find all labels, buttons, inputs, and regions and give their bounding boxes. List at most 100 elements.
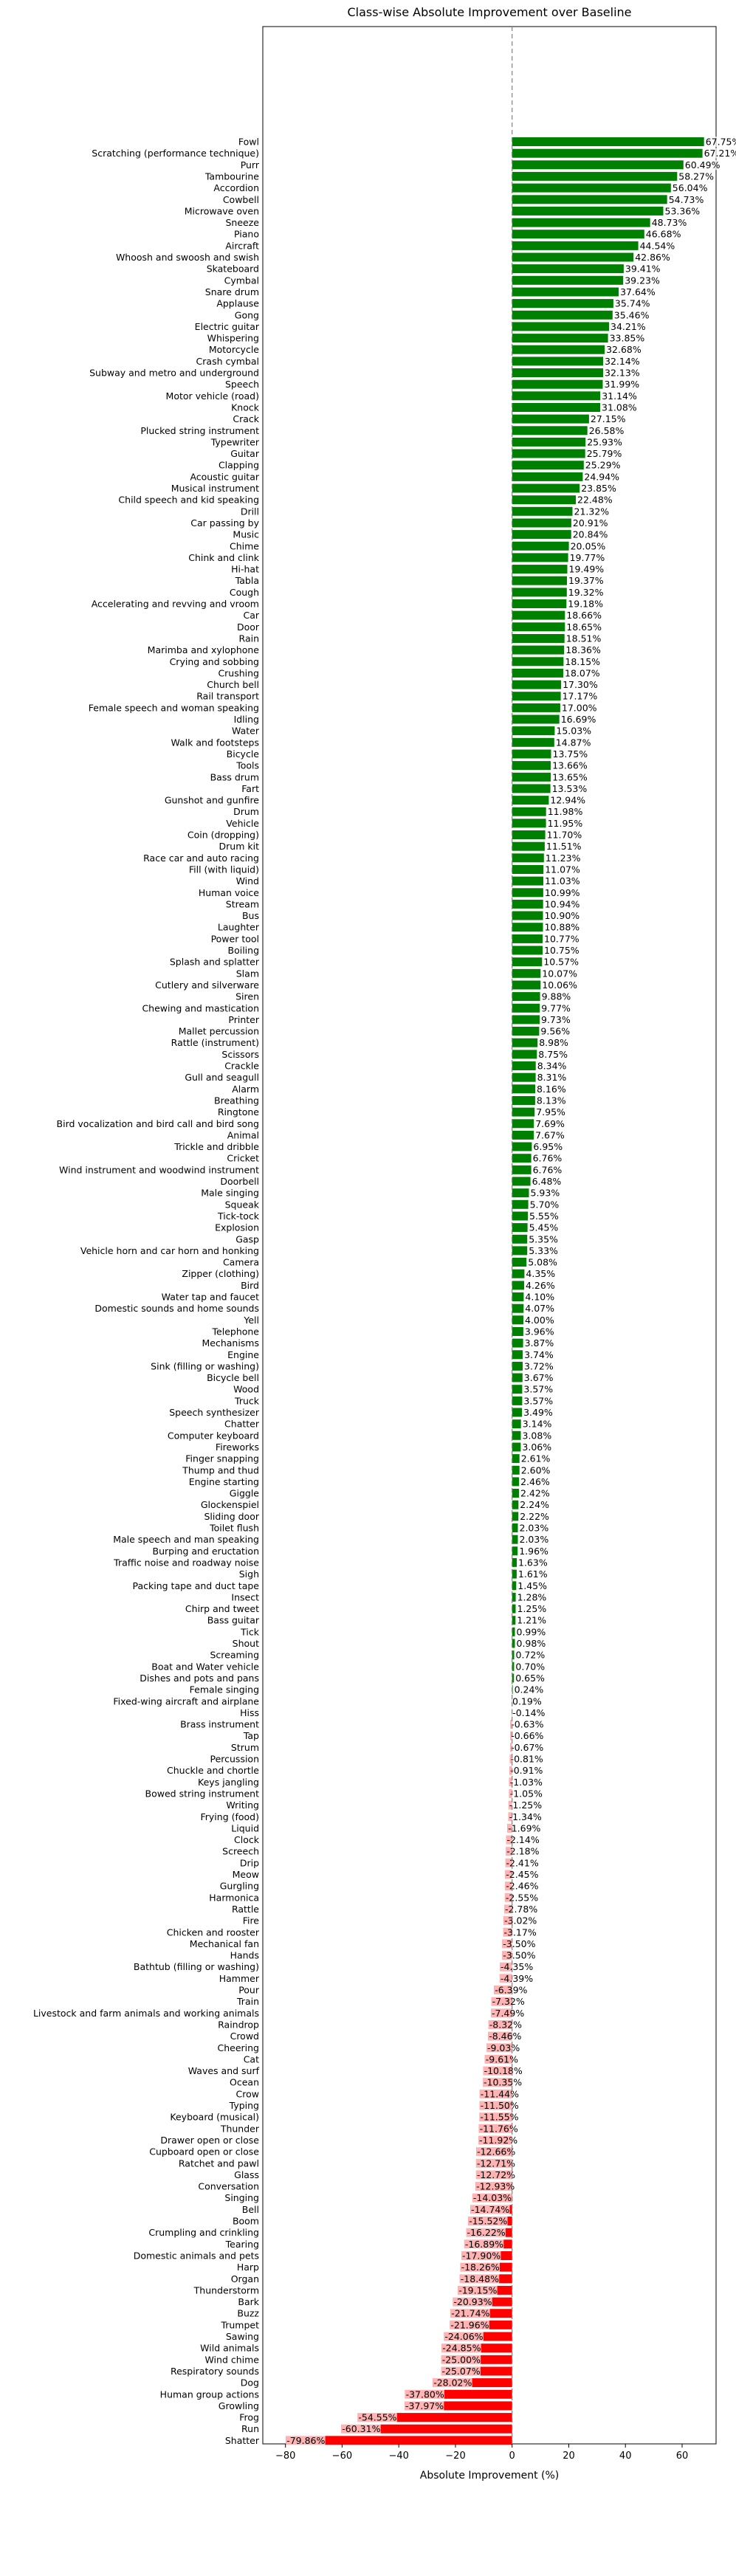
category-label: Wind instrument and woodwind instrument bbox=[59, 1164, 259, 1175]
value-label: -28.02% bbox=[433, 2377, 472, 2389]
value-label-background bbox=[528, 1233, 557, 1244]
value-label-background bbox=[510, 1742, 545, 1753]
value-label-background bbox=[517, 1568, 546, 1580]
bar bbox=[512, 1373, 523, 1382]
value-label-background bbox=[505, 1869, 540, 1880]
value-label-background bbox=[561, 691, 596, 702]
category-label: Fart bbox=[241, 783, 259, 794]
value-label: 1.28% bbox=[517, 1591, 547, 1602]
category-label: Gull and seagull bbox=[185, 1072, 259, 1083]
bar bbox=[512, 1130, 534, 1140]
bar bbox=[512, 1084, 535, 1094]
category-label: Skateboard bbox=[207, 264, 259, 275]
value-label-background bbox=[544, 853, 579, 864]
value-label: -54.55% bbox=[358, 2412, 396, 2423]
bar bbox=[512, 1258, 527, 1267]
bar bbox=[512, 1535, 518, 1544]
category-label: Domestic sounds and home sounds bbox=[94, 1303, 259, 1314]
category-label: Siren bbox=[235, 991, 259, 1002]
value-label-background bbox=[564, 667, 599, 678]
value-label: 33.85% bbox=[610, 333, 645, 344]
value-label-background bbox=[488, 2019, 523, 2030]
category-label: Male speech and man speaking bbox=[113, 1534, 259, 1545]
x-axis-label: Absolute Improvement (%) bbox=[420, 2470, 560, 2482]
bar bbox=[512, 1442, 521, 1452]
value-label-background bbox=[525, 1280, 554, 1291]
value-label: -14.74% bbox=[471, 2204, 509, 2215]
value-label: 2.46% bbox=[520, 1476, 550, 1487]
value-label-background bbox=[543, 945, 578, 956]
value-label: -9.03% bbox=[487, 2042, 520, 2053]
bar bbox=[512, 1557, 517, 1567]
value-label: -14.03% bbox=[473, 2192, 512, 2203]
value-label: 22.48% bbox=[577, 495, 613, 506]
value-label-background bbox=[529, 1199, 558, 1210]
category-label: Sawing bbox=[226, 2331, 259, 2342]
value-label-background bbox=[634, 252, 669, 263]
bar bbox=[512, 1142, 532, 1151]
value-label-background bbox=[516, 1603, 546, 1614]
category-label: Fowl bbox=[238, 137, 259, 148]
category-label: Screech bbox=[222, 1846, 259, 1857]
bar bbox=[512, 1072, 536, 1082]
value-label: 19.77% bbox=[570, 552, 605, 563]
bar bbox=[512, 1454, 520, 1464]
value-label-background bbox=[506, 1834, 540, 1845]
value-label-background bbox=[517, 1580, 546, 1591]
bar bbox=[512, 275, 624, 285]
value-label: -18.48% bbox=[461, 2273, 499, 2284]
category-label: Bass drum bbox=[210, 771, 259, 782]
bar bbox=[512, 1199, 529, 1209]
category-label: Camera bbox=[223, 1257, 259, 1268]
bar bbox=[512, 1027, 540, 1036]
value-label-background bbox=[573, 506, 608, 517]
category-label: Fill (with liquid) bbox=[189, 864, 259, 875]
bar bbox=[512, 530, 571, 540]
value-label: -11.44% bbox=[481, 2088, 519, 2099]
bar bbox=[512, 772, 551, 782]
value-label-background bbox=[532, 1164, 561, 1175]
value-label-background bbox=[468, 2216, 508, 2226]
category-label: Sigh bbox=[239, 1568, 259, 1580]
bar bbox=[512, 1616, 516, 1625]
value-label-background bbox=[519, 1499, 548, 1510]
value-label: -37.80% bbox=[406, 2389, 444, 2400]
category-label: Telephone bbox=[212, 1326, 260, 1337]
value-label: 0.98% bbox=[517, 1638, 546, 1649]
value-label: 7.69% bbox=[535, 1118, 565, 1129]
value-label-background bbox=[644, 229, 679, 240]
category-label: Mallet percussion bbox=[179, 1026, 259, 1037]
value-label: 42.86% bbox=[635, 252, 670, 263]
category-label: Thunder bbox=[220, 2123, 260, 2134]
bar bbox=[512, 1269, 525, 1278]
value-label-background bbox=[476, 2146, 516, 2157]
bar bbox=[512, 1650, 515, 1660]
value-label: -0.66% bbox=[511, 1730, 543, 1741]
x-tick-label: 60 bbox=[676, 2451, 689, 2462]
value-label-background bbox=[516, 1591, 546, 1602]
bar bbox=[512, 1361, 523, 1371]
value-label-background bbox=[433, 2377, 472, 2389]
value-label: 5.33% bbox=[529, 1245, 558, 1256]
value-label-background bbox=[540, 1002, 570, 1013]
value-label: 18.15% bbox=[565, 656, 600, 667]
value-label-background bbox=[509, 1754, 544, 1764]
bar bbox=[512, 946, 543, 955]
category-label: Car bbox=[243, 610, 259, 621]
value-label-background bbox=[499, 1973, 534, 1984]
value-label: -2.46% bbox=[506, 1881, 538, 1892]
category-label: Engine starting bbox=[189, 1476, 259, 1487]
value-label: 6.48% bbox=[532, 1176, 562, 1187]
value-label-background bbox=[521, 1419, 551, 1430]
bar bbox=[512, 541, 569, 551]
value-label: 5.70% bbox=[530, 1199, 560, 1210]
category-label: Accelerating and revving and vroom bbox=[92, 599, 259, 610]
value-label-background bbox=[535, 1106, 565, 1117]
category-label: Clock bbox=[234, 1834, 260, 1845]
bar bbox=[512, 264, 624, 274]
value-label: -1.34% bbox=[509, 1811, 542, 1822]
value-label-background bbox=[444, 2331, 484, 2342]
value-label: -16.89% bbox=[465, 2239, 503, 2250]
category-label: Thunderstorm bbox=[193, 2284, 259, 2296]
